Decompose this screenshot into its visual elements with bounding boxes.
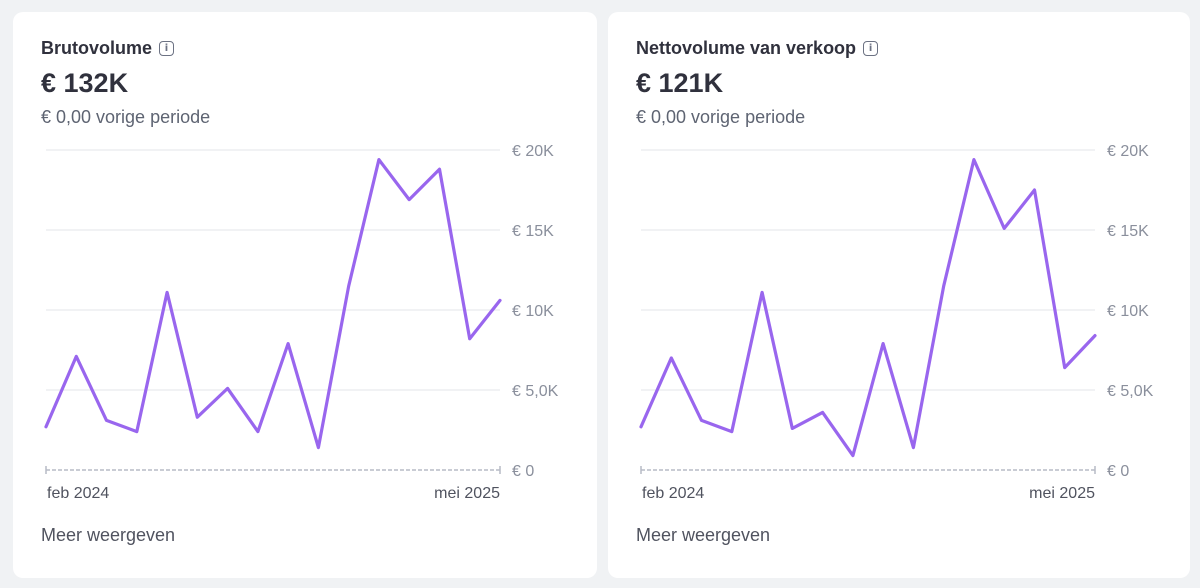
- x-tick-label: feb 2024: [642, 485, 704, 502]
- previous-period-value: € 0,00 vorige periode: [41, 107, 211, 127]
- series-line: [639, 158, 1097, 458]
- previous-period-value: € 0,00 vorige periode: [636, 107, 806, 127]
- show-more-link[interactable]: Meer weergeven: [41, 525, 176, 545]
- y-tick-label: € 20K: [512, 143, 554, 160]
- show-more-link[interactable]: Meer weergeven: [636, 525, 771, 545]
- card-title-text: Brutovolume: [41, 38, 153, 58]
- info-icon[interactable]: i: [159, 41, 175, 56]
- info-icon[interactable]: i: [863, 41, 879, 56]
- card-value: € 121K: [636, 68, 724, 98]
- net-volume-chart: € 0 € 5,0K € 10K € 15K € 20K feb 2024 mei 2025: [639, 143, 1154, 502]
- x-tick-label: mei 2025: [1029, 485, 1095, 502]
- y-tick-label: € 0: [1107, 463, 1129, 480]
- y-tick-label: € 5,0K: [1107, 383, 1154, 400]
- gross-volume-card: Brutovolume i € 132K € 0,00 vorige perio…: [13, 12, 597, 578]
- y-tick-label: € 15K: [512, 223, 554, 240]
- series-line: [44, 158, 502, 450]
- card-value: € 132K: [41, 68, 129, 98]
- x-tick-label: mei 2025: [434, 485, 500, 502]
- y-tick-label: € 5,0K: [512, 383, 559, 400]
- gross-volume-chart: € 0 € 5,0K € 10K € 15K € 20K feb 2024 mei 2025: [44, 143, 559, 502]
- card-title: Nettovolume van verkoop i: [636, 38, 879, 59]
- card-title-text: Nettovolume van verkoop: [636, 38, 857, 58]
- x-tick-label: feb 2024: [47, 485, 109, 502]
- y-tick-label: € 10K: [512, 303, 554, 320]
- net-volume-card: Nettovolume van verkoop i € 121K € 0,00 …: [608, 12, 1190, 578]
- y-tick-label: € 15K: [1107, 223, 1149, 240]
- card-title: Brutovolume i: [41, 38, 175, 59]
- y-tick-label: € 20K: [1107, 143, 1149, 160]
- y-tick-label: € 0: [512, 463, 534, 480]
- y-tick-label: € 10K: [1107, 303, 1149, 320]
